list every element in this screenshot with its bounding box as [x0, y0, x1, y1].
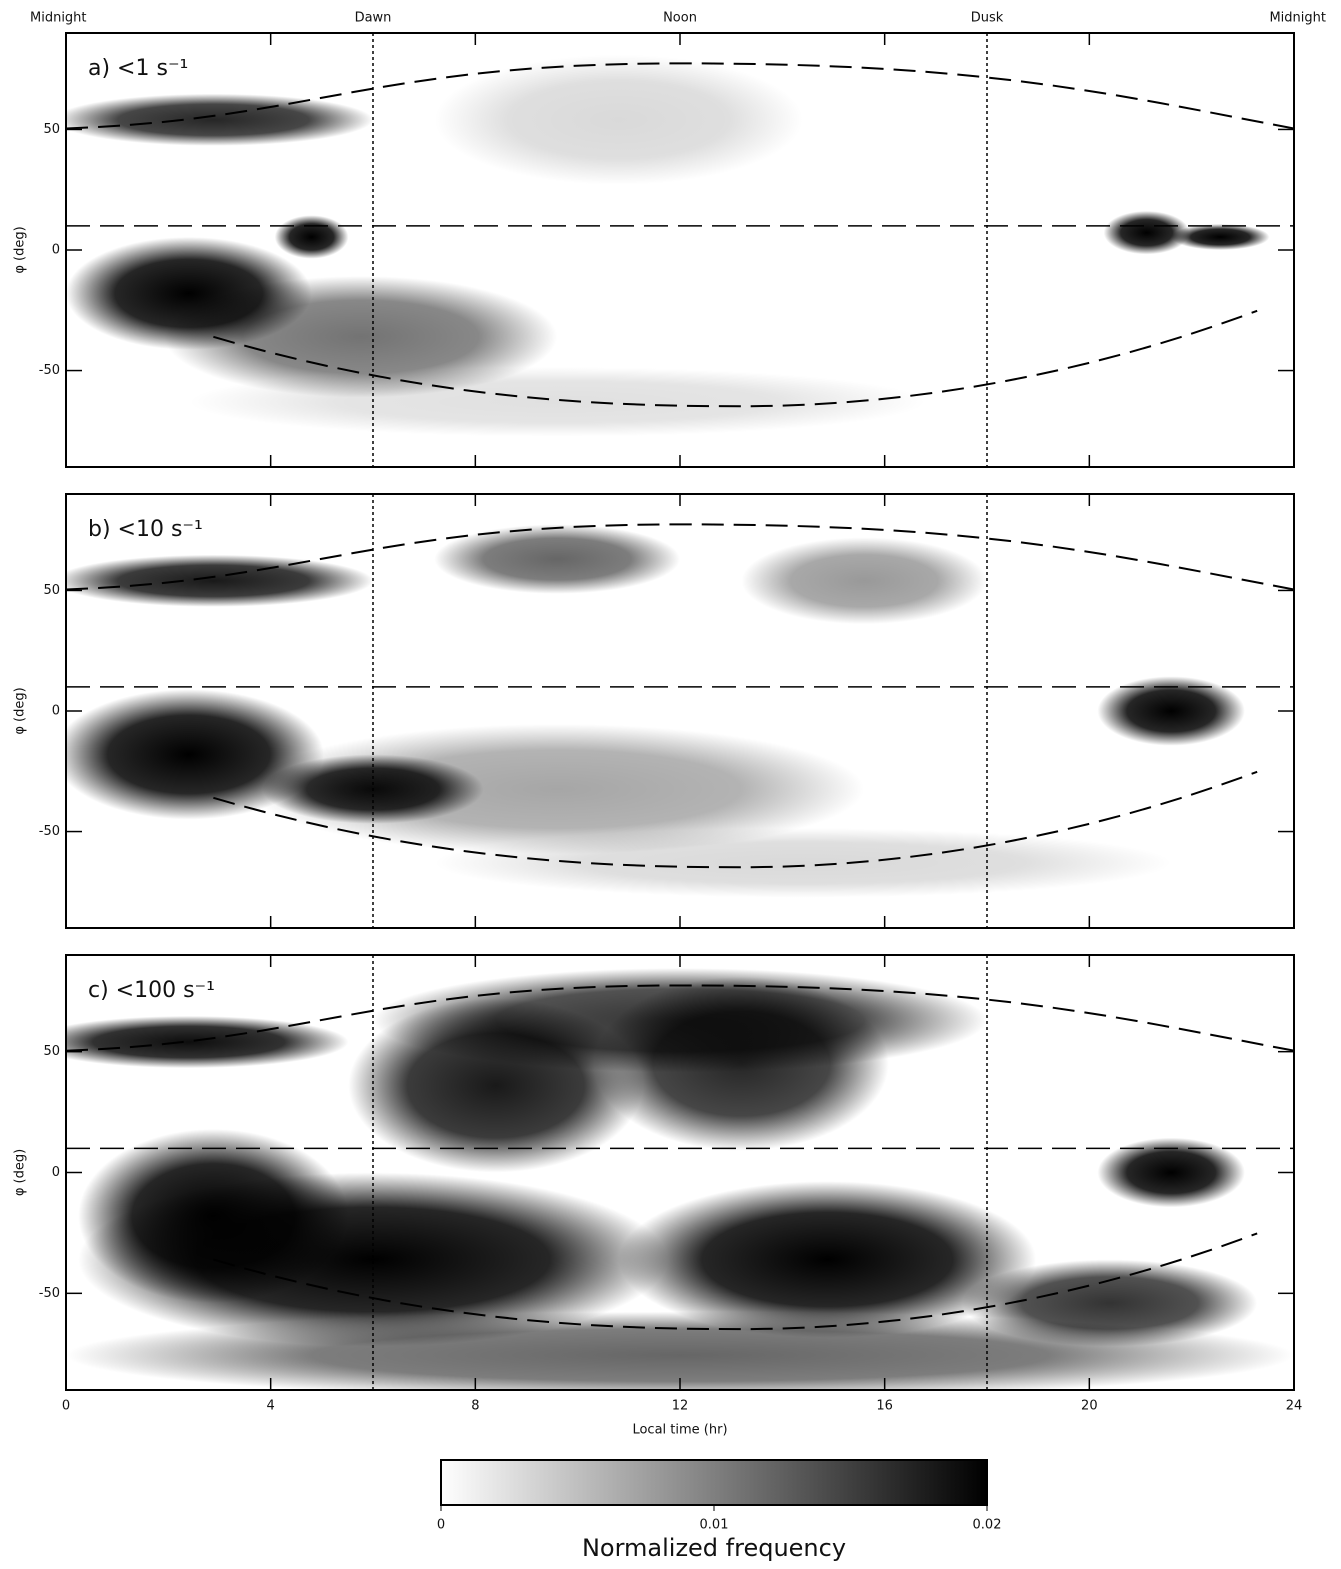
- x-tick-label: 4: [267, 1399, 275, 1414]
- y-axis-label: φ (deg): [13, 226, 28, 273]
- heatmap: [29, 968, 1294, 1399]
- density-region: [275, 215, 349, 258]
- y-tick-label: 50: [43, 122, 60, 137]
- y-axis-label: φ (deg): [13, 687, 28, 734]
- y-tick-label: 0: [52, 1165, 60, 1180]
- y-tick-label: 50: [43, 1044, 60, 1059]
- panel-label: a) <1 s⁻¹: [88, 56, 188, 81]
- density-region: [1171, 224, 1269, 250]
- local-time-label: Midnight: [30, 11, 87, 26]
- density-region: [741, 537, 987, 624]
- y-axis-label: φ (deg): [13, 1149, 28, 1196]
- panel-label: b) <10 s⁻¹: [88, 517, 203, 542]
- x-tick-label: 0: [62, 1399, 70, 1414]
- y-tick-label: -50: [39, 363, 60, 378]
- heatmap: [54, 524, 1294, 897]
- density-region: [189, 367, 926, 436]
- panel-label: c) <100 s⁻¹: [88, 978, 215, 1003]
- density-region: [54, 555, 373, 607]
- local-time-label: Noon: [663, 11, 697, 26]
- y-tick-label: 0: [52, 243, 60, 258]
- x-tick-label: 16: [876, 1399, 893, 1414]
- colorbar-label: Normalized frequency: [582, 1534, 846, 1562]
- colorbar: [441, 1460, 987, 1505]
- x-tick-label: 12: [672, 1399, 689, 1414]
- local-time-label: Midnight: [1269, 11, 1326, 26]
- density-region: [434, 828, 1171, 897]
- x-tick-label: 20: [1081, 1399, 1098, 1414]
- x-tick-label: 24: [1286, 1399, 1303, 1414]
- x-axis-label: Local time (hr): [632, 1423, 727, 1438]
- density-region: [78, 1129, 348, 1303]
- figure: -50 0 50 φ (deg) a) <1 s⁻¹ Midnight Dawn Noon Du…: [0, 0, 1341, 1565]
- y-tick-label: 0: [52, 704, 60, 719]
- colorbar-tick-label: 0: [437, 1518, 445, 1533]
- heatmap: [54, 55, 1294, 437]
- local-time-label: Dawn: [355, 11, 392, 26]
- density-region: [434, 524, 680, 593]
- local-time-label: Dusk: [971, 11, 1004, 26]
- density-region: [54, 94, 373, 146]
- y-tick-label: -50: [39, 1286, 60, 1301]
- density-region: [434, 55, 802, 185]
- y-tick-label: 50: [43, 583, 60, 598]
- colorbar-tick-label: 0.02: [973, 1518, 1002, 1533]
- density-region: [373, 968, 987, 1072]
- x-tick-label: 8: [471, 1399, 479, 1414]
- colorbar-tick-label: 0.01: [700, 1518, 729, 1533]
- y-tick-label: -50: [39, 824, 60, 839]
